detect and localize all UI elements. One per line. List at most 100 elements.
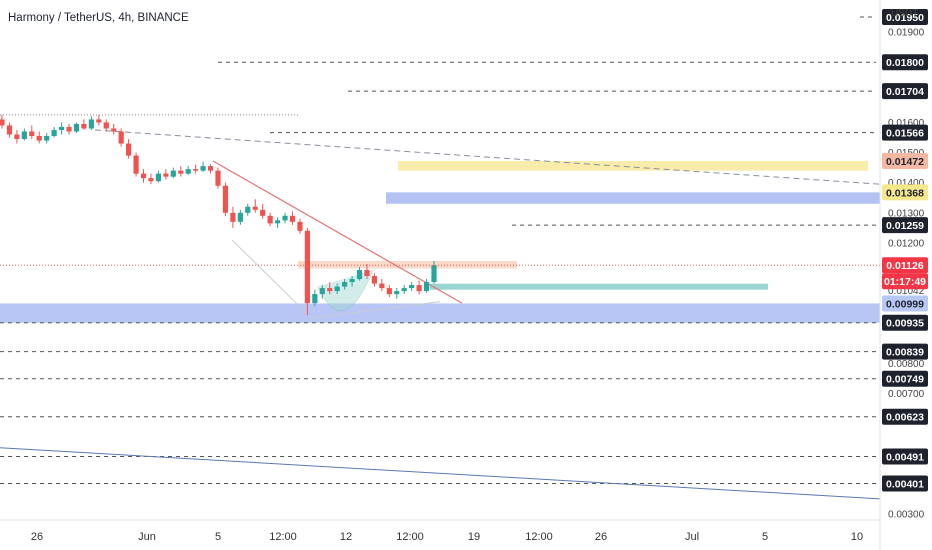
time-tick-label: 26 xyxy=(595,531,607,543)
candle xyxy=(282,212,288,224)
candle xyxy=(416,280,422,295)
price-tag-box xyxy=(882,54,928,71)
trendline-support xyxy=(309,301,441,319)
price-tags: 0.01950 0.01800 0.01704 0.01566 0.01472 0.013… xyxy=(882,9,928,492)
price-tick-label: 0.00300 xyxy=(888,509,925,520)
candle xyxy=(170,167,176,179)
candle-body xyxy=(51,129,57,136)
candle-body xyxy=(379,283,385,289)
candle-body xyxy=(319,288,325,295)
candle xyxy=(126,139,132,159)
price-tag: 0.00839 xyxy=(882,343,928,360)
candle-body xyxy=(237,212,243,222)
price-tick-label: 0.01400 xyxy=(888,178,925,189)
price-tag: 0.01704 xyxy=(882,83,928,100)
price-tag-label: 0.00749 xyxy=(886,374,924,386)
candle-body xyxy=(96,119,102,123)
candle-body xyxy=(356,270,363,280)
price-tag: 0.00491 xyxy=(882,448,928,465)
price-tag-box xyxy=(882,343,928,360)
candle-body xyxy=(66,126,72,132)
candle xyxy=(237,209,243,225)
candle xyxy=(148,173,154,185)
candle-body xyxy=(371,276,378,284)
candle-body xyxy=(274,220,281,224)
candle xyxy=(364,264,370,280)
price-tick-label: 0.01042 xyxy=(888,286,925,297)
price-tag-box xyxy=(882,83,928,100)
candle-body xyxy=(193,169,199,171)
candle-body xyxy=(349,279,355,283)
candle-body xyxy=(342,282,348,287)
time-tick-label: 5 xyxy=(215,531,221,543)
trendline-long-term xyxy=(0,447,881,500)
candle-body xyxy=(267,215,273,224)
price-tag: 0.01472 xyxy=(882,152,928,169)
time-tick-label: 5 xyxy=(762,531,768,543)
candle xyxy=(111,123,117,135)
time-tick-label: 10 xyxy=(851,531,863,543)
trendline-dashed xyxy=(94,129,881,185)
candle xyxy=(312,289,318,307)
zone-support-blue xyxy=(0,303,880,323)
trendline-support xyxy=(231,239,311,318)
candle xyxy=(327,282,333,295)
candle-body xyxy=(304,230,310,304)
price-tag-label: 0.01126 xyxy=(886,260,924,272)
candle xyxy=(349,276,355,287)
time-tick-label: 12:00 xyxy=(525,531,553,543)
candle xyxy=(289,211,296,225)
candle xyxy=(245,203,251,216)
candle xyxy=(409,282,415,292)
candle-body xyxy=(431,265,437,283)
candle xyxy=(21,128,27,141)
candle-body xyxy=(260,209,266,216)
time-tick-label: Jul xyxy=(685,531,699,543)
price-tag-label: 0.00401 xyxy=(886,479,924,491)
zone-peach-box xyxy=(298,260,517,269)
price-tag-label: 0.01704 xyxy=(886,86,924,98)
candle-body xyxy=(140,173,147,179)
price-tag: 0.00999 xyxy=(882,295,928,312)
candle xyxy=(371,273,378,287)
candle-body xyxy=(297,221,303,231)
candle xyxy=(319,285,325,299)
candle xyxy=(88,116,94,130)
plot-background xyxy=(0,0,880,520)
candle xyxy=(342,279,348,290)
price-tag: 0.01126 xyxy=(882,257,928,274)
candle-body xyxy=(215,170,221,186)
candle-body xyxy=(386,288,392,295)
candle xyxy=(58,122,65,135)
price-tag-label: 0.01472 xyxy=(886,156,924,168)
time-axis[interactable]: 26 Jun 5 12:00 12 12:00 19 12:00 26 Jul 5 10 xyxy=(31,531,863,543)
candle-body xyxy=(148,178,154,182)
price-tag-label: 0.01566 xyxy=(886,128,924,140)
zone-target-teal xyxy=(430,283,768,290)
candle xyxy=(260,203,266,219)
candle-body xyxy=(252,206,258,210)
candle-body xyxy=(6,125,13,135)
candle-body xyxy=(29,131,35,136)
candle-body xyxy=(155,173,162,182)
candle xyxy=(215,167,221,189)
candle xyxy=(66,123,72,135)
price-tag-box xyxy=(882,448,928,465)
price-tag-label: 0.01950 xyxy=(886,12,924,24)
candle xyxy=(51,126,57,138)
candle-body xyxy=(334,286,340,292)
price-tag: 0.01950 xyxy=(882,9,928,26)
candle xyxy=(431,260,437,284)
price-tag-box xyxy=(882,408,928,425)
candle xyxy=(155,170,162,183)
candle-body xyxy=(200,166,206,171)
price-tick-label: 0.01600 xyxy=(888,118,925,129)
price-tag-box xyxy=(882,314,928,331)
candle xyxy=(200,161,206,173)
candle-body xyxy=(364,270,370,277)
candle xyxy=(394,288,400,299)
price-tag: 0.01259 xyxy=(882,217,928,234)
candle xyxy=(96,114,102,126)
price-tag: 0.01368 xyxy=(882,184,928,201)
